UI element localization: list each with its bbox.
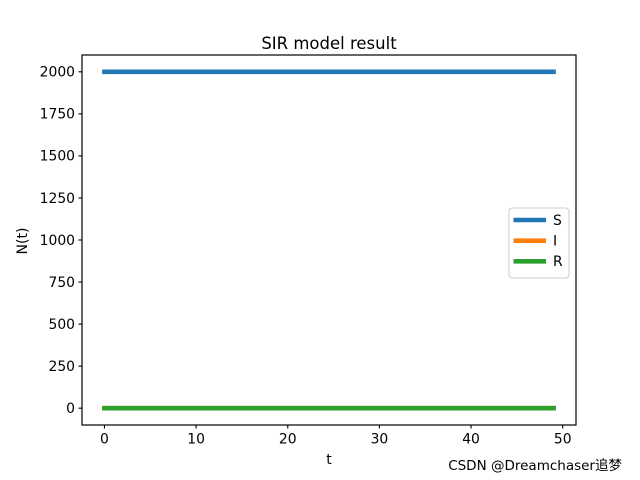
legend-entry: S xyxy=(513,213,562,229)
y-tick-label: 1500 xyxy=(40,149,75,165)
x-tick-label: 10 xyxy=(187,432,205,448)
y-axis-ticks: 0 250 500 750 1000 1250 1500 1750 2000 xyxy=(40,65,82,417)
x-tick-label: 50 xyxy=(554,432,572,448)
y-tick-label: 250 xyxy=(48,359,75,375)
y-tick-label: 1750 xyxy=(40,107,75,123)
x-tick-label: 30 xyxy=(371,432,389,448)
legend-label-S: S xyxy=(553,213,562,229)
y-tick-label: 0 xyxy=(66,401,75,417)
x-axis-ticks: 0 10 20 30 40 50 xyxy=(100,425,572,448)
x-tick-label: 0 xyxy=(100,432,109,448)
y-tick-label: 500 xyxy=(48,317,75,333)
y-tick-label: 1250 xyxy=(40,191,75,207)
series-lines xyxy=(102,69,556,411)
plot-border xyxy=(81,54,577,426)
y-tick-label: 2000 xyxy=(40,65,75,81)
legend-entry: R xyxy=(513,254,563,270)
chart-title: SIR model result xyxy=(261,34,397,53)
y-tick-label: 750 xyxy=(48,275,75,291)
y-axis-label: N(t) xyxy=(15,228,31,255)
x-tick-label: 40 xyxy=(462,432,480,448)
x-axis-label: t xyxy=(326,452,332,468)
watermark: CSDN @Dreamchaser追梦 xyxy=(448,458,622,474)
legend-label-R: R xyxy=(553,254,563,270)
x-tick-label: 20 xyxy=(279,432,297,448)
legend: S I R xyxy=(508,207,570,279)
legend-entry: I xyxy=(513,234,557,250)
y-tick-label: 1000 xyxy=(40,233,75,249)
legend-label-I: I xyxy=(553,234,557,250)
